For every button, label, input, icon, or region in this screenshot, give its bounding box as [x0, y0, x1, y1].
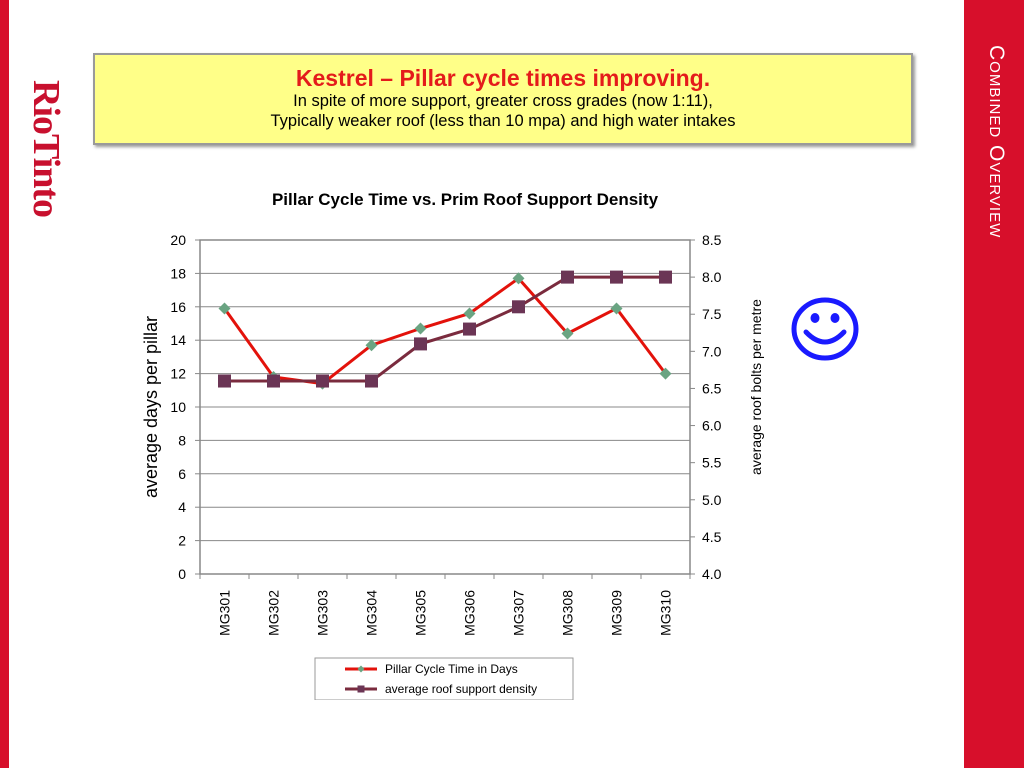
x-tick-label: MG303: [315, 590, 331, 636]
right-accent-bar: [964, 0, 1024, 768]
x-tick-label: MG302: [266, 590, 282, 636]
smiley-face-icon: [791, 297, 859, 361]
headline-subtitle-line-1: In spite of more support, greater cross …: [293, 92, 713, 110]
y-tick-label: 16: [170, 299, 186, 315]
chart-title: Pillar Cycle Time vs. Prim Roof Support …: [272, 190, 659, 209]
y-tick-label: 20: [170, 232, 186, 248]
y-tick-label: 6: [178, 466, 186, 482]
y2-tick-label: 8.5: [702, 232, 722, 248]
x-tick-label: MG301: [217, 590, 233, 636]
pillar-cycle-chart: Pillar Cycle Time vs. Prim Roof Support …: [141, 190, 764, 700]
y-tick-label: 0: [178, 566, 186, 582]
series-1-point: [610, 302, 623, 315]
left-accent-bar: [0, 0, 9, 768]
series-2-point: [463, 322, 476, 336]
x-tick-label: MG309: [609, 590, 625, 636]
x-tick-label: MG304: [364, 590, 380, 636]
y2-tick-label: 8.0: [702, 269, 722, 285]
y2-tick-label: 6.0: [702, 418, 722, 434]
y-tick-label: 2: [178, 533, 186, 549]
y-tick-label: 8: [178, 432, 186, 448]
y-tick-label: 4: [178, 499, 186, 515]
x-tick-label: MG307: [511, 590, 527, 636]
series-2-point: [414, 337, 427, 351]
x-tick-label: MG305: [413, 590, 429, 636]
x-tick-label: MG310: [658, 590, 674, 636]
series-2-point: [610, 270, 623, 284]
legend-marker-1: [357, 665, 365, 673]
y2-tick-label: 7.0: [702, 343, 722, 359]
series-line-2: [224, 275, 666, 383]
legend-label-2: average roof support density: [385, 682, 537, 696]
y-axis-label: average days per pillar: [141, 316, 161, 498]
legend-box: [314, 657, 574, 700]
legend-marker-2: [357, 685, 365, 693]
headline-box: Kestrel – Pillar cycle times improving. …: [93, 53, 913, 145]
series-1-point: [659, 367, 672, 380]
y2-axis-label: average roof bolts per metre: [748, 299, 764, 475]
y-tick-label: 14: [170, 332, 186, 348]
series-2-point: [561, 270, 574, 284]
x-tick-label: MG306: [462, 590, 478, 636]
series-1-point: [463, 307, 476, 320]
y-tick-label: 10: [170, 399, 186, 415]
legend-label-1: Pillar Cycle Time in Days: [385, 662, 518, 676]
section-title: Combined Overview: [985, 45, 1008, 239]
series-1-point: [512, 272, 525, 285]
y2-tick-label: 5.0: [702, 492, 722, 508]
y2-tick-label: 4.5: [702, 529, 722, 545]
series-2-point: [218, 374, 231, 388]
series-1-point: [561, 327, 574, 340]
series-2-point: [365, 374, 378, 388]
series-2-point: [267, 374, 280, 388]
series-2-point: [659, 270, 672, 284]
y2-tick-label: 7.5: [702, 306, 722, 322]
headline-subtitle-line-2: Typically weaker roof (less than 10 mpa)…: [270, 112, 736, 130]
x-tick-label: MG308: [560, 590, 576, 636]
rio-tinto-logo: RioTinto: [25, 80, 67, 218]
y2-tick-label: 6.5: [702, 380, 722, 396]
y2-tick-label: 5.5: [702, 455, 722, 471]
series-1-point: [218, 302, 231, 315]
y2-tick-label: 4.0: [702, 566, 722, 582]
series-2-point: [316, 374, 329, 388]
y-tick-label: 18: [170, 265, 186, 281]
headline-title: Kestrel – Pillar cycle times improving.: [295, 65, 711, 91]
series-1-point: [414, 322, 427, 335]
y-tick-label: 12: [170, 366, 186, 382]
series-2-point: [512, 300, 525, 314]
series-1-point: [365, 339, 378, 352]
